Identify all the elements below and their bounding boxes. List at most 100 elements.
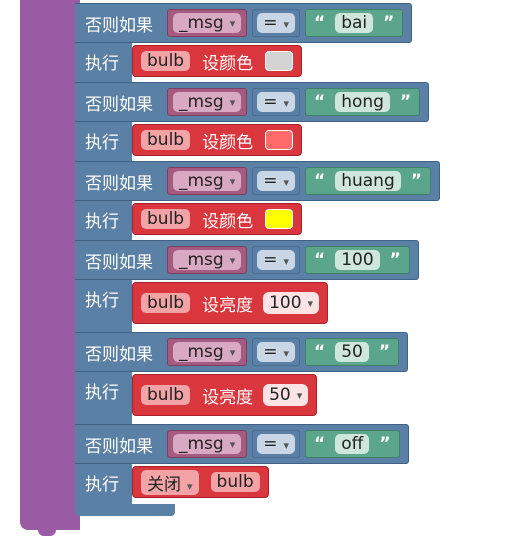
target-field[interactable]: bulb: [210, 472, 260, 492]
quote: “: [314, 13, 326, 33]
operator-block[interactable]: = ▾: [252, 167, 301, 195]
operator-block[interactable]: = ▾: [252, 88, 301, 116]
variable-field[interactable]: _msg ▾: [173, 434, 242, 454]
do-label: 执行: [75, 43, 132, 82]
operator-field[interactable]: = ▾: [257, 434, 296, 454]
do-row: 执行 bulb 设亮度 50 ▾: [75, 372, 440, 424]
keyword: 否则如果: [85, 173, 153, 194]
quote: “: [314, 92, 326, 112]
operator-block[interactable]: = ▾: [252, 338, 301, 366]
action-verb: 设颜色: [202, 211, 254, 232]
color-swatch[interactable]: [265, 51, 294, 71]
target-field[interactable]: bulb: [141, 385, 191, 405]
variable-field[interactable]: _msg ▾: [173, 342, 242, 362]
keyword: 否则如果: [85, 436, 153, 457]
string-value[interactable]: off: [335, 434, 370, 454]
condition-row[interactable]: 否则如果 _msg ▾ = ▾ “ bai ”: [75, 3, 413, 43]
do-row: 执行 bulb 设颜色: [75, 43, 440, 82]
dropdown-arrow: ▾: [229, 174, 236, 188]
variable-block[interactable]: _msg ▾: [167, 338, 248, 366]
action-block[interactable]: bulb 设颜色: [132, 45, 303, 77]
connector: [38, 528, 56, 536]
action-block[interactable]: bulb 设亮度 100 ▾: [132, 282, 329, 324]
operator-field[interactable]: = ▾: [257, 250, 296, 270]
variable-field[interactable]: _msg ▾: [173, 92, 242, 112]
quote: ”: [399, 92, 412, 112]
string-block[interactable]: “ huang ”: [305, 167, 431, 195]
action-block[interactable]: bulb 设亮度 50 ▾: [132, 374, 318, 416]
variable-block[interactable]: _msg ▾: [167, 246, 248, 274]
variable-field[interactable]: _msg ▾: [173, 13, 242, 33]
string-value[interactable]: hong: [335, 92, 390, 112]
variable-field[interactable]: _msg ▾: [173, 171, 242, 191]
condition-row[interactable]: 否则如果 _msg ▾ = ▾ “ huang ”: [75, 161, 440, 201]
mode-dropdown[interactable]: 关闭 ▾: [141, 469, 199, 495]
operator-field[interactable]: = ▾: [257, 13, 296, 33]
condition-row[interactable]: 否则如果 _msg ▾ = ▾ “ 100 ”: [75, 240, 419, 280]
color-swatch[interactable]: [265, 130, 294, 150]
do-label: 执行: [75, 201, 132, 240]
quote: ”: [379, 434, 391, 454]
dropdown-arrow: ▾: [229, 253, 236, 267]
operator-block[interactable]: = ▾: [252, 246, 301, 274]
operator-field[interactable]: = ▾: [257, 171, 296, 191]
operator-block[interactable]: = ▾: [252, 430, 301, 458]
variable-block[interactable]: _msg ▾: [167, 88, 248, 116]
condition-row[interactable]: 否则如果 _msg ▾ = ▾ “ hong ”: [75, 82, 430, 122]
variable-block[interactable]: _msg ▾: [167, 167, 248, 195]
dropdown-arrow: ▾: [283, 439, 290, 452]
color-swatch[interactable]: [265, 209, 294, 229]
do-row: 执行 bulb 设颜色: [75, 201, 440, 240]
quote: “: [314, 342, 326, 362]
action-verb: 设亮度: [202, 295, 254, 316]
string-block[interactable]: “ bai ”: [305, 9, 404, 37]
quote: ”: [378, 342, 391, 362]
string-block[interactable]: “ hong ”: [305, 88, 421, 116]
level-dropdown[interactable]: 100 ▾: [263, 292, 320, 314]
dropdown-arrow: ▾: [229, 16, 236, 30]
operator-block[interactable]: = ▾: [252, 9, 301, 37]
action-verb: 设亮度: [202, 387, 254, 408]
action-block[interactable]: bulb 设颜色: [132, 203, 303, 235]
action-verb: 设颜色: [202, 132, 254, 153]
action-block[interactable]: bulb 设颜色: [132, 124, 303, 156]
string-value[interactable]: huang: [335, 171, 401, 191]
dropdown-arrow: ▾: [229, 95, 236, 109]
quote: ”: [410, 171, 422, 191]
string-block[interactable]: “ off ”: [305, 430, 400, 458]
string-value[interactable]: 100: [335, 250, 380, 270]
variable-field[interactable]: _msg ▾: [173, 250, 242, 270]
dropdown-arrow: ▾: [283, 18, 290, 31]
keyword: 否则如果: [85, 344, 153, 365]
variable-block[interactable]: _msg ▾: [167, 9, 248, 37]
quote: “: [314, 434, 326, 454]
string-block[interactable]: “ 100 ”: [305, 246, 410, 274]
string-block[interactable]: “ 50 ”: [305, 338, 400, 366]
operator-field[interactable]: = ▾: [257, 342, 296, 362]
variable-block[interactable]: _msg ▾: [167, 430, 248, 458]
target-field[interactable]: bulb: [141, 130, 191, 150]
condition-row[interactable]: 否则如果 _msg ▾ = ▾ “ off ”: [75, 424, 409, 464]
target-field[interactable]: bulb: [141, 51, 191, 71]
dropdown-arrow: ▾: [187, 479, 193, 493]
block-bottom: [75, 504, 175, 516]
operator-field[interactable]: = ▾: [257, 92, 296, 112]
dropdown-arrow: ▾: [283, 255, 290, 268]
control-block: [20, 0, 80, 530]
level-dropdown[interactable]: 50 ▾: [263, 384, 309, 406]
if-block[interactable]: 否则如果 _msg ▾ = ▾ “bai” 执行 bulb 设颜色 否则如果 _msg ▾ = ▾ “hon…: [75, 3, 440, 516]
string-value[interactable]: 50: [335, 342, 369, 362]
condition-row[interactable]: 否则如果 _msg ▾ = ▾ “ 50 ”: [75, 332, 409, 372]
do-label: 执行: [75, 372, 132, 424]
string-value[interactable]: bai: [335, 13, 374, 33]
do-row: 执行 bulb 设亮度 100 ▾: [75, 280, 440, 332]
target-field[interactable]: bulb: [141, 293, 191, 313]
action-verb: 设颜色: [202, 53, 254, 74]
dropdown-arrow: ▾: [307, 296, 314, 310]
dropdown-arrow: ▾: [296, 388, 303, 402]
action-block[interactable]: 关闭 ▾ bulb: [132, 466, 269, 498]
keyword: 否则如果: [85, 15, 153, 36]
dropdown-arrow: ▾: [283, 176, 290, 189]
target-field[interactable]: bulb: [141, 209, 191, 229]
level-value: 50: [269, 385, 291, 405]
